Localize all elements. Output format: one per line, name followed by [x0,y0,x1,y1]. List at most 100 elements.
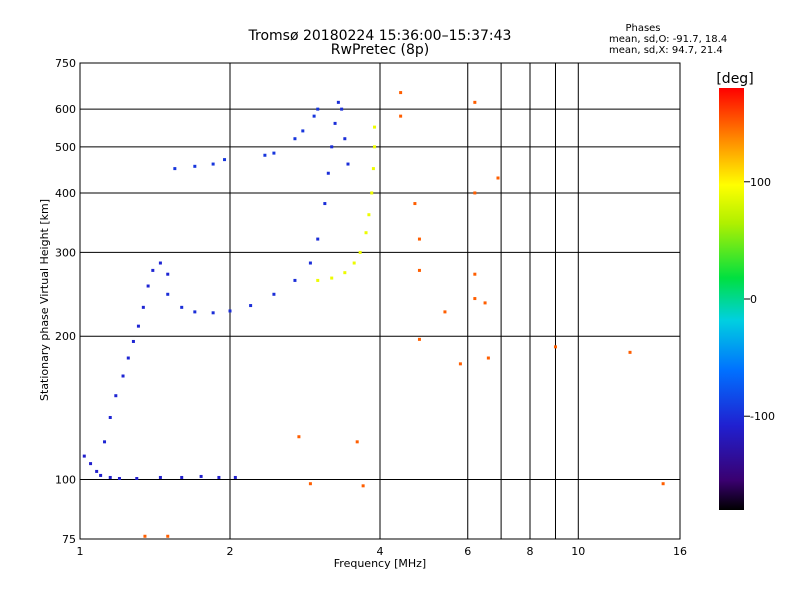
data-point [211,311,215,315]
colorbar-tick-label: 0 [750,293,757,306]
data-point [143,534,147,538]
data-point [126,356,130,360]
grid-lines [80,63,680,539]
data-point [553,345,557,349]
data-point [108,475,112,479]
data-point [486,356,490,360]
data-point [364,231,368,235]
x-tick-label: 6 [464,545,471,558]
data-point [417,237,421,241]
colorbar-ticks: 100 0 -100 [744,176,775,423]
data-point [272,151,276,155]
data-point [336,100,340,104]
data-point [346,162,350,166]
data-point [473,272,477,276]
chart-subtitle: RwPretec (8p) [331,42,429,58]
data-point [108,415,112,419]
data-point [301,129,305,133]
y-tick-label: 100 [55,474,76,487]
data-point [399,91,403,95]
data-point [373,145,377,149]
data-point [166,292,170,296]
data-point [89,462,93,466]
data-point [316,278,320,282]
x-axis-ticks: 1 2 4 6 8 10 16 [77,545,688,558]
data-point [141,305,145,309]
data-point [308,482,312,486]
data-point [249,304,253,308]
data-point [95,469,99,473]
data-point [323,202,327,206]
x-tick-label: 1 [77,545,84,558]
x-tick-label: 4 [377,545,384,558]
y-tick-label: 75 [62,533,76,546]
y-tick-label: 300 [55,246,76,259]
data-point [233,475,237,479]
data-point [343,271,347,275]
data-point [308,261,312,265]
data-point [146,284,150,288]
data-point [193,310,197,314]
data-point [131,339,135,343]
data-point [180,305,184,309]
data-point [223,158,227,162]
data-point [211,162,215,166]
data-point [263,153,267,157]
data-point [496,176,500,180]
data-point [272,292,276,296]
y-axis-label: Stationary phase Virtual Height [km] [38,199,51,401]
data-point [166,272,170,276]
stats-x-line: mean, sd,X: 94.7, 21.4 [609,45,723,56]
data-point [316,107,320,111]
data-point [355,440,359,444]
data-point [173,167,177,171]
data-point [297,435,301,439]
data-point [483,301,487,305]
data-point [217,475,221,479]
data-point [316,237,320,241]
plot-frame [79,62,681,540]
y-tick-label: 750 [55,57,76,70]
data-point [361,484,365,488]
data-point [370,191,374,195]
data-point [151,268,155,272]
colorbar-label: [deg] [716,71,753,87]
x-tick-label: 16 [673,545,687,558]
data-point [121,374,125,378]
data-point [103,440,107,444]
y-tick-label: 500 [55,141,76,154]
x-tick-label: 10 [571,545,585,558]
data-point [135,476,139,480]
data-point [158,475,162,479]
stats-title: Phases [625,23,660,34]
data-point [199,474,203,478]
y-tick-label: 400 [55,187,76,200]
data-points [82,91,665,538]
x-tick-label: 8 [527,545,534,558]
data-point [228,309,232,313]
data-point [367,213,371,217]
data-point [293,278,297,282]
data-point [114,394,118,398]
data-point [340,107,344,111]
data-point [458,362,462,366]
data-point [166,534,170,538]
data-point [330,145,334,149]
data-point [82,454,86,458]
data-point [417,268,421,272]
data-point [136,324,140,328]
data-point [661,482,665,486]
data-point [473,297,477,301]
data-point [330,276,334,280]
data-point [473,191,477,195]
data-point [193,164,197,168]
data-point [371,167,375,171]
data-point [373,125,377,129]
x-tick-label: 2 [227,545,234,558]
data-point [473,100,477,104]
colorbar [719,88,744,510]
data-point [312,114,316,118]
data-point [417,337,421,341]
data-point [99,473,103,477]
